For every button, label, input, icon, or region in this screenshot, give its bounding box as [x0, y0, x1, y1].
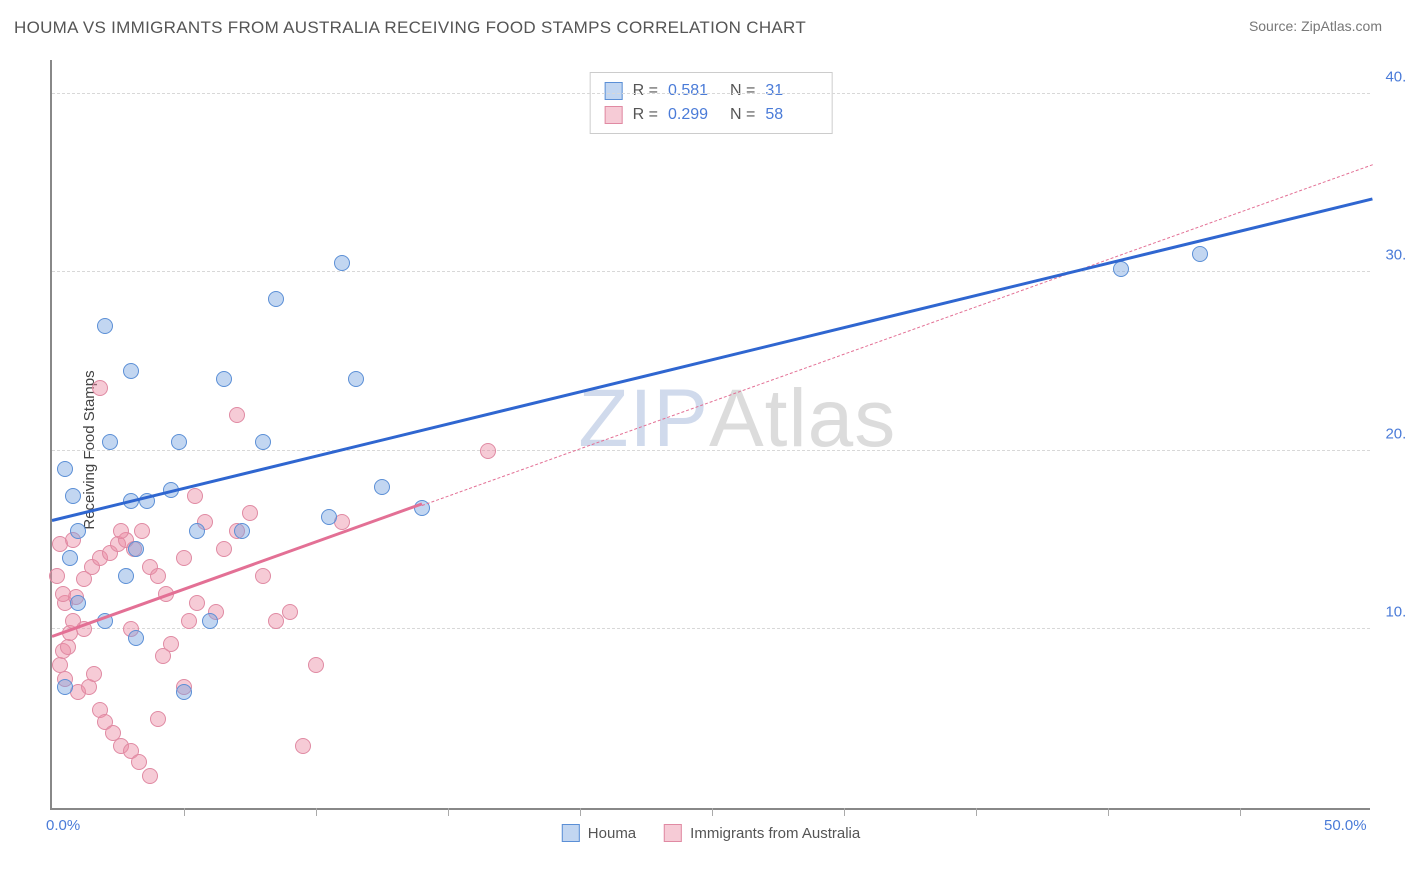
x-minor-tick	[580, 808, 581, 816]
scatter-point-houma	[102, 434, 118, 450]
scatter-point-houma	[348, 371, 364, 387]
legend-item: Houma	[562, 824, 636, 842]
scatter-point-houma	[70, 523, 86, 539]
gridline	[52, 271, 1370, 272]
x-minor-tick	[1108, 808, 1109, 816]
x-minor-tick	[1240, 808, 1241, 816]
legend-swatch-immigrants	[664, 824, 682, 842]
scatter-point-immigrants	[295, 738, 311, 754]
n-label: N =	[730, 82, 755, 100]
scatter-point-immigrants	[134, 523, 150, 539]
y-tick-label: 30.0%	[1385, 247, 1406, 264]
x-tick-label: 0.0%	[46, 817, 80, 834]
legend-swatch-houma	[562, 824, 580, 842]
x-tick-label: 50.0%	[1324, 817, 1367, 834]
gridline	[52, 450, 1370, 451]
scatter-point-houma	[1192, 246, 1208, 262]
y-tick-label: 20.0%	[1385, 425, 1406, 442]
scatter-point-immigrants	[163, 636, 179, 652]
gridline	[52, 93, 1370, 94]
r-label: R =	[633, 82, 658, 100]
legend-swatch-houma	[605, 82, 623, 100]
y-tick-label: 10.0%	[1385, 604, 1406, 621]
scatter-point-immigrants	[189, 595, 205, 611]
scatter-point-houma	[234, 523, 250, 539]
x-minor-tick	[844, 808, 845, 816]
scatter-point-houma	[128, 630, 144, 646]
r-label: R =	[633, 106, 658, 124]
scatter-point-immigrants	[242, 505, 258, 521]
scatter-point-immigrants	[480, 443, 496, 459]
scatter-point-immigrants	[49, 568, 65, 584]
scatter-point-immigrants	[150, 711, 166, 727]
scatter-point-houma	[62, 550, 78, 566]
r-value: 0.581	[668, 82, 720, 100]
chart-title: HOUMA VS IMMIGRANTS FROM AUSTRALIA RECEI…	[14, 18, 806, 38]
scatter-point-houma	[128, 541, 144, 557]
scatter-point-houma	[216, 371, 232, 387]
legend-label: Houma	[588, 825, 636, 842]
series-legend: Houma Immigrants from Australia	[562, 824, 860, 842]
gridline	[52, 628, 1370, 629]
scatter-point-houma	[189, 523, 205, 539]
scatter-point-houma	[334, 255, 350, 271]
trendline-immigrants	[421, 164, 1372, 506]
scatter-point-houma	[321, 509, 337, 525]
n-label: N =	[730, 106, 755, 124]
scatter-point-immigrants	[181, 613, 197, 629]
scatter-point-immigrants	[131, 754, 147, 770]
scatter-point-immigrants	[60, 639, 76, 655]
scatter-point-houma	[176, 684, 192, 700]
scatter-point-houma	[57, 679, 73, 695]
x-minor-tick	[976, 808, 977, 816]
correlation-legend: R = 0.581 N = 31 R = 0.299 N = 58	[590, 72, 833, 134]
n-value: 31	[765, 82, 817, 100]
plot-area: ZIPAtlas R = 0.581 N = 31 R = 0.299 N = …	[50, 60, 1370, 810]
scatter-point-immigrants	[187, 488, 203, 504]
y-tick-label: 40.0%	[1385, 68, 1406, 85]
x-minor-tick	[316, 808, 317, 816]
scatter-point-houma	[118, 568, 134, 584]
scatter-point-houma	[70, 595, 86, 611]
scatter-point-houma	[255, 434, 271, 450]
watermark: ZIPAtlas	[578, 372, 896, 466]
legend-row: R = 0.299 N = 58	[605, 103, 818, 127]
legend-row: R = 0.581 N = 31	[605, 79, 818, 103]
scatter-point-immigrants	[282, 604, 298, 620]
scatter-point-immigrants	[216, 541, 232, 557]
scatter-point-immigrants	[92, 380, 108, 396]
chart-container: Receiving Food Stamps ZIPAtlas R = 0.581…	[14, 50, 1392, 850]
scatter-point-immigrants	[86, 666, 102, 682]
legend-label: Immigrants from Australia	[690, 825, 860, 842]
x-minor-tick	[448, 808, 449, 816]
source-label: Source: ZipAtlas.com	[1249, 18, 1382, 34]
scatter-point-houma	[97, 318, 113, 334]
x-minor-tick	[184, 808, 185, 816]
n-value: 58	[765, 106, 817, 124]
scatter-point-immigrants	[176, 550, 192, 566]
scatter-point-houma	[1113, 261, 1129, 277]
r-value: 0.299	[668, 106, 720, 124]
scatter-point-immigrants	[55, 586, 71, 602]
scatter-point-immigrants	[308, 657, 324, 673]
scatter-point-immigrants	[150, 568, 166, 584]
scatter-point-houma	[57, 461, 73, 477]
scatter-point-immigrants	[255, 568, 271, 584]
scatter-point-houma	[374, 479, 390, 495]
scatter-point-houma	[202, 613, 218, 629]
legend-item: Immigrants from Australia	[664, 824, 860, 842]
scatter-point-immigrants	[229, 407, 245, 423]
scatter-point-immigrants	[142, 768, 158, 784]
legend-swatch-immigrants	[605, 106, 623, 124]
scatter-point-houma	[171, 434, 187, 450]
x-minor-tick	[712, 808, 713, 816]
scatter-point-immigrants	[113, 523, 129, 539]
scatter-point-houma	[65, 488, 81, 504]
scatter-point-houma	[268, 291, 284, 307]
scatter-point-houma	[123, 363, 139, 379]
trendline-houma	[52, 198, 1373, 522]
